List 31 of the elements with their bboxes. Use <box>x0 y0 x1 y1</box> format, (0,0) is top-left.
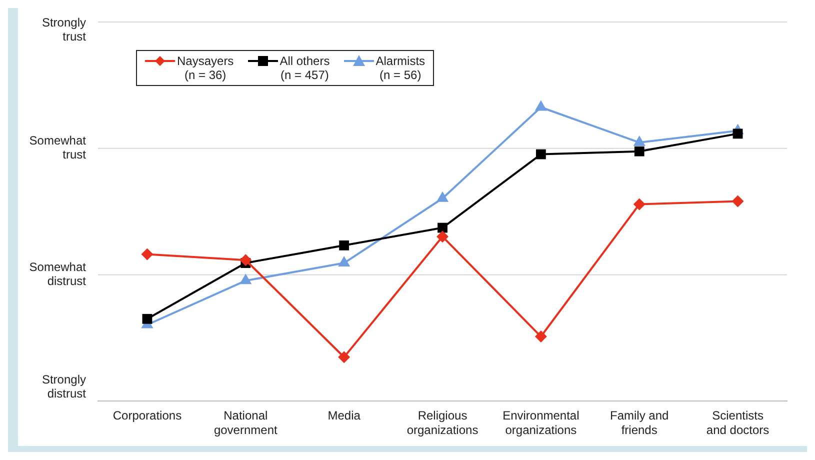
legend-label: Alarmists (n = 56) <box>376 54 426 82</box>
point <box>732 195 744 208</box>
x-tick-label: Environmental organizations <box>502 408 580 438</box>
point <box>338 351 350 364</box>
point <box>339 240 350 250</box>
point <box>338 256 350 267</box>
x-tick-label: Media <box>328 408 361 423</box>
x-tick-label: Religious organizations <box>406 408 478 438</box>
point <box>240 254 252 266</box>
x-tick-label: National government <box>214 408 278 438</box>
x-tick-label: Scientists and doctors <box>706 408 770 438</box>
point <box>633 198 646 210</box>
point <box>732 128 743 139</box>
point <box>436 230 448 243</box>
point <box>142 314 152 324</box>
point <box>534 330 547 343</box>
point <box>633 136 646 146</box>
point <box>436 191 449 202</box>
point <box>534 100 547 111</box>
legend-label: Naysayers (n = 36) <box>177 54 234 82</box>
x-tick-label: Family and friends <box>610 408 669 438</box>
point <box>141 248 154 260</box>
legend-label: All others (n = 457) <box>280 54 330 82</box>
point <box>438 222 448 233</box>
ref-line-label: Strongly trust <box>42 15 87 44</box>
text: Strongly distrust <box>42 372 87 401</box>
ref-line-label: Somewhat distrust <box>29 260 87 288</box>
point <box>536 149 546 160</box>
ref-line-label: Somewhat trust <box>29 134 87 162</box>
x-tick-label: Corporations <box>112 408 182 423</box>
point <box>634 146 644 156</box>
